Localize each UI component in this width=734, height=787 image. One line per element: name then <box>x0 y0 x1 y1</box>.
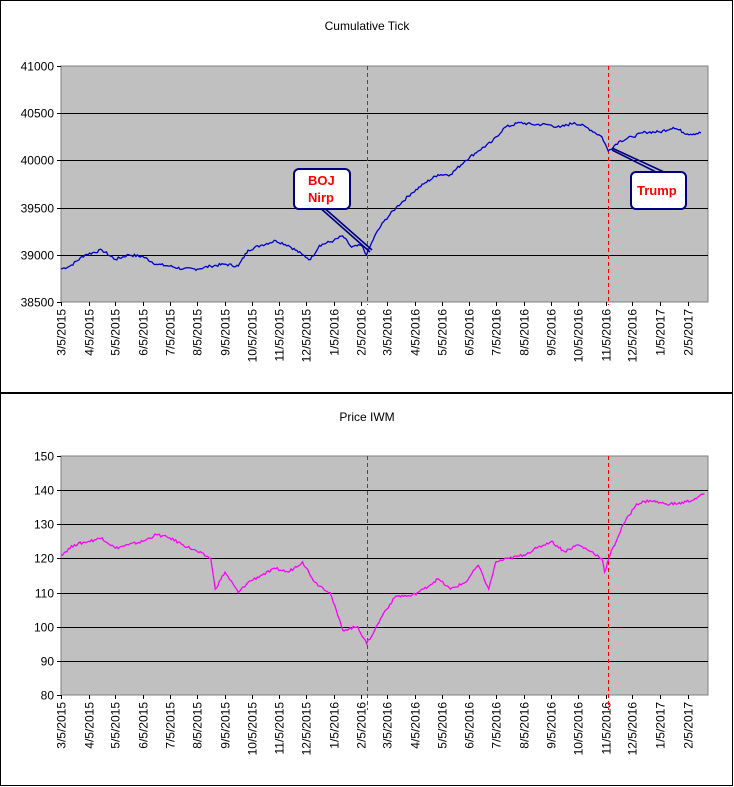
x-tick-label: 11/5/2016 <box>600 702 614 755</box>
y-tick-label: 100 <box>34 621 54 635</box>
y-tick-label: 39500 <box>21 202 55 216</box>
x-tick-label: 2/5/2017 <box>682 309 696 356</box>
y-tick-label: 41000 <box>21 60 55 74</box>
x-tick-label: 9/5/2015 <box>219 309 233 356</box>
x-tick-label: 9/5/2016 <box>545 309 559 356</box>
x-tick-label: 11/5/2015 <box>273 309 287 362</box>
x-tick-label: 4/5/2015 <box>83 702 97 749</box>
x-tick-label: 12/5/2015 <box>300 702 314 756</box>
x-tick-label: 1/5/2017 <box>654 309 668 356</box>
x-tick-label: 7/5/2016 <box>490 309 504 356</box>
x-tick-label: 8/5/2016 <box>518 702 532 749</box>
annotation-trump: Trump <box>611 147 687 210</box>
x-tick-label: 11/5/2016 <box>600 309 614 362</box>
x-tick-label: 6/5/2016 <box>463 309 477 356</box>
y-axis-ticks: 80 90 100 110 120 130 140 150 <box>34 450 61 703</box>
chart-title: Cumulative Tick <box>325 19 411 33</box>
series-group <box>60 493 705 646</box>
chart-title: Price IWM <box>339 410 394 424</box>
x-tick-label: 7/5/2015 <box>164 702 178 749</box>
y-tick-label: 90 <box>41 655 55 669</box>
x-tick-label: 10/5/2016 <box>572 702 586 756</box>
x-tick-label: 3/5/2015 <box>55 702 69 749</box>
x-tick-label: 4/5/2016 <box>409 702 423 749</box>
x-tick-label: 3/5/2016 <box>381 702 395 749</box>
x-tick-label: 3/5/2015 <box>55 309 69 356</box>
y-tick-label: 40000 <box>21 154 55 168</box>
y-tick-label: 120 <box>34 552 54 566</box>
x-tick-label: 8/5/2016 <box>518 309 532 356</box>
y-tick-label: 140 <box>34 484 54 498</box>
x-tick-label: 1/5/2017 <box>654 702 668 749</box>
x-tick-label: 6/5/2016 <box>463 702 477 749</box>
gridlines <box>61 490 708 662</box>
x-tick-label: 3/5/2016 <box>381 309 395 356</box>
annotation-pointer <box>611 147 665 175</box>
gridlines <box>61 113 708 256</box>
series-line <box>60 493 705 646</box>
x-tick-label: 6/5/2015 <box>137 309 151 356</box>
event-lines <box>367 456 609 710</box>
x-tick-label: 2/5/2016 <box>355 309 369 356</box>
annotation-box <box>293 168 351 210</box>
x-tick-label: 12/5/2015 <box>300 309 314 363</box>
series-line <box>60 121 702 272</box>
x-tick-label: 12/5/2016 <box>626 702 640 756</box>
y-tick-label: 150 <box>34 450 54 464</box>
x-tick-label: 7/5/2016 <box>490 702 504 749</box>
x-tick-label: 9/5/2016 <box>545 702 559 749</box>
x-tick-label: 5/5/2015 <box>109 309 123 356</box>
y-tick-label: 38500 <box>21 296 55 310</box>
plot-area <box>60 455 709 696</box>
x-axis-ticks: 3/5/2015 4/5/2015 5/5/2015 6/5/2015 7/5/2015… <box>55 302 696 362</box>
x-tick-label: 4/5/2016 <box>409 309 423 356</box>
annotation-label: Trump <box>637 183 677 198</box>
x-tick-label: 10/5/2016 <box>572 309 586 363</box>
x-tick-label: 1/5/2016 <box>328 702 342 749</box>
y-axis-ticks: 38500 39000 39500 40000 40500 41000 <box>21 60 61 310</box>
x-tick-label: 7/5/2015 <box>164 309 178 356</box>
y-tick-label: 39000 <box>21 249 55 263</box>
x-tick-label: 8/5/2015 <box>191 309 205 356</box>
x-tick-label: 2/5/2016 <box>355 702 369 749</box>
y-tick-label: 80 <box>41 689 55 703</box>
y-tick-label: 110 <box>35 587 54 601</box>
x-axis-ticks: 3/5/2015 4/5/2015 5/5/2015 6/5/2015 7/5/2015… <box>55 695 696 755</box>
x-tick-label: 8/5/2015 <box>191 702 205 749</box>
x-tick-label: 10/5/2015 <box>246 309 260 363</box>
annotation-pointer <box>317 205 373 253</box>
x-tick-label: 5/5/2015 <box>109 702 123 749</box>
plot-area <box>60 65 709 303</box>
x-tick-label: 9/5/2015 <box>219 702 233 749</box>
annotation-boj-nirp: BOJ Nirp <box>293 168 373 253</box>
x-tick-label: 1/5/2016 <box>328 309 342 356</box>
series-group <box>60 121 702 272</box>
x-tick-label: 4/5/2015 <box>83 309 97 356</box>
x-tick-label: 2/5/2017 <box>682 702 696 749</box>
event-lines <box>367 66 609 305</box>
x-tick-label: 5/5/2016 <box>436 702 450 749</box>
x-tick-label: 5/5/2016 <box>436 309 450 356</box>
x-tick-label: 12/5/2016 <box>626 309 640 363</box>
annotation-box <box>630 171 687 210</box>
annotation-label: BOJ <box>308 173 335 188</box>
x-tick-label: 6/5/2015 <box>137 702 151 749</box>
cumulative-tick-chart: Cumulative Tick 38500 39000 39500 40000 4050… <box>0 0 733 393</box>
y-tick-label: 130 <box>34 518 54 532</box>
annotation-label: Nirp <box>308 190 334 205</box>
y-tick-label: 40500 <box>21 107 55 121</box>
x-tick-label: 10/5/2015 <box>246 702 260 756</box>
x-tick-label: 11/5/2015 <box>273 702 287 755</box>
price-iwm-chart: Price IWM 80 90 100 110 120 130 140 150 3/5/201… <box>0 393 733 786</box>
